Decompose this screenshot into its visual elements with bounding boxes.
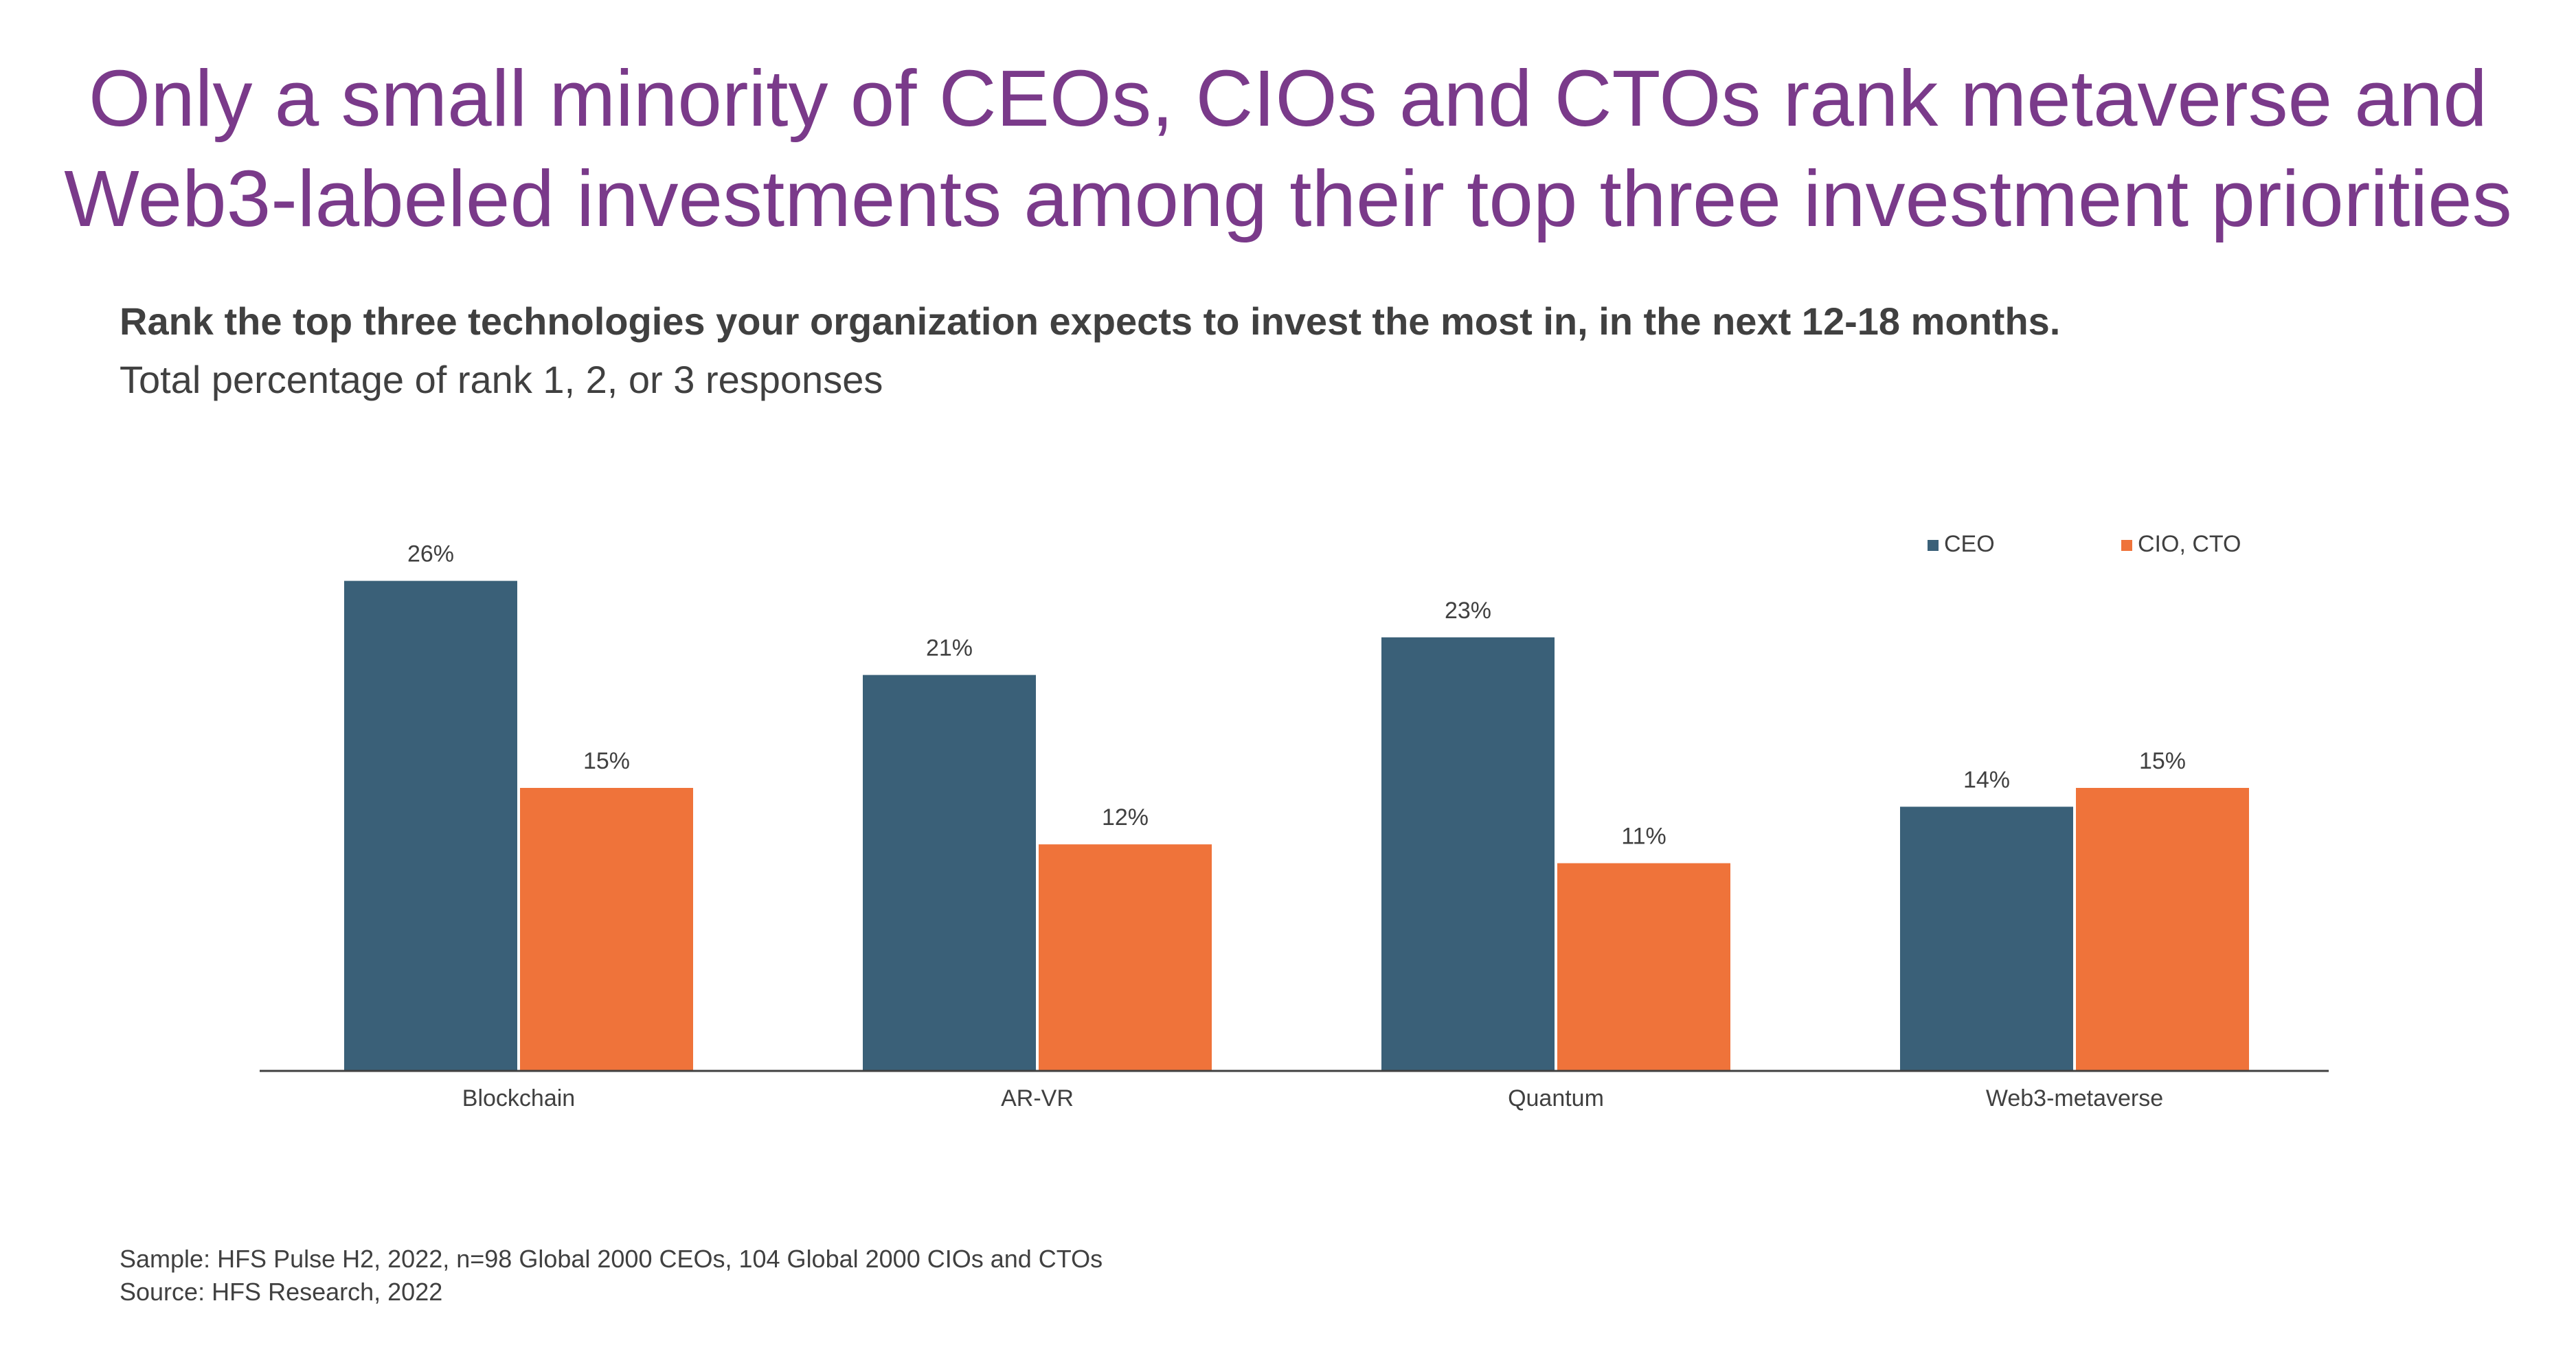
data-label: 11%	[1621, 824, 1667, 850]
x-tick-label: Web3-metaverse	[1986, 1085, 2163, 1111]
bar-cio-cto-blockchain	[520, 788, 693, 1070]
bar-cio-cto-quantum	[1557, 863, 1730, 1070]
data-label: 15%	[2139, 748, 2186, 774]
bar-ceo-quantum	[1381, 637, 1555, 1070]
survey-question: Rank the top three technologies your org…	[120, 299, 2061, 343]
x-tick-label: Blockchain	[462, 1085, 575, 1111]
legend-cio-cto-label: CIO, CTO	[2138, 531, 2241, 557]
bar-ceo-web3-metaverse	[1900, 806, 2073, 1070]
data-label: 12%	[1102, 804, 1149, 830]
source-note: Source: HFS Research, 2022	[120, 1278, 443, 1306]
data-label: 23%	[1445, 598, 1491, 624]
data-label: 15%	[583, 748, 630, 774]
x-tick-label: AR-VR	[1001, 1085, 1074, 1111]
data-label: 26%	[407, 541, 454, 567]
x-tick-label: Quantum	[1508, 1085, 1604, 1111]
legend-ceo-swatch	[1928, 540, 1939, 551]
title-line-2: Web3-labeled investments among their top…	[64, 154, 2512, 243]
sample-note: Sample: HFS Pulse H2, 2022, n=98 Global …	[120, 1245, 1103, 1273]
bar-cio-cto-web3-metaverse	[2076, 788, 2249, 1070]
chart-subtitle: Total percentage of rank 1, 2, or 3 resp…	[120, 358, 883, 401]
bar-chart: 26% 15% Blockchain 21% 12% AR-VR 23% 11% Quantum…	[260, 531, 2329, 1111]
data-label: 21%	[926, 635, 973, 662]
legend-ceo-label: CEO	[1944, 531, 1995, 557]
bar-ceo-blockchain	[344, 580, 517, 1070]
page-title: Only a small minority of CEOs, CIOs and …	[0, 48, 2576, 249]
bar-cio-cto-ar-vr	[1039, 844, 1212, 1070]
bar-ceo-ar-vr	[863, 675, 1036, 1070]
data-label: 14%	[1963, 767, 2010, 793]
title-line-1: Only a small minority of CEOs, CIOs and …	[89, 54, 2487, 143]
legend-cio-cto-swatch	[2121, 540, 2132, 551]
